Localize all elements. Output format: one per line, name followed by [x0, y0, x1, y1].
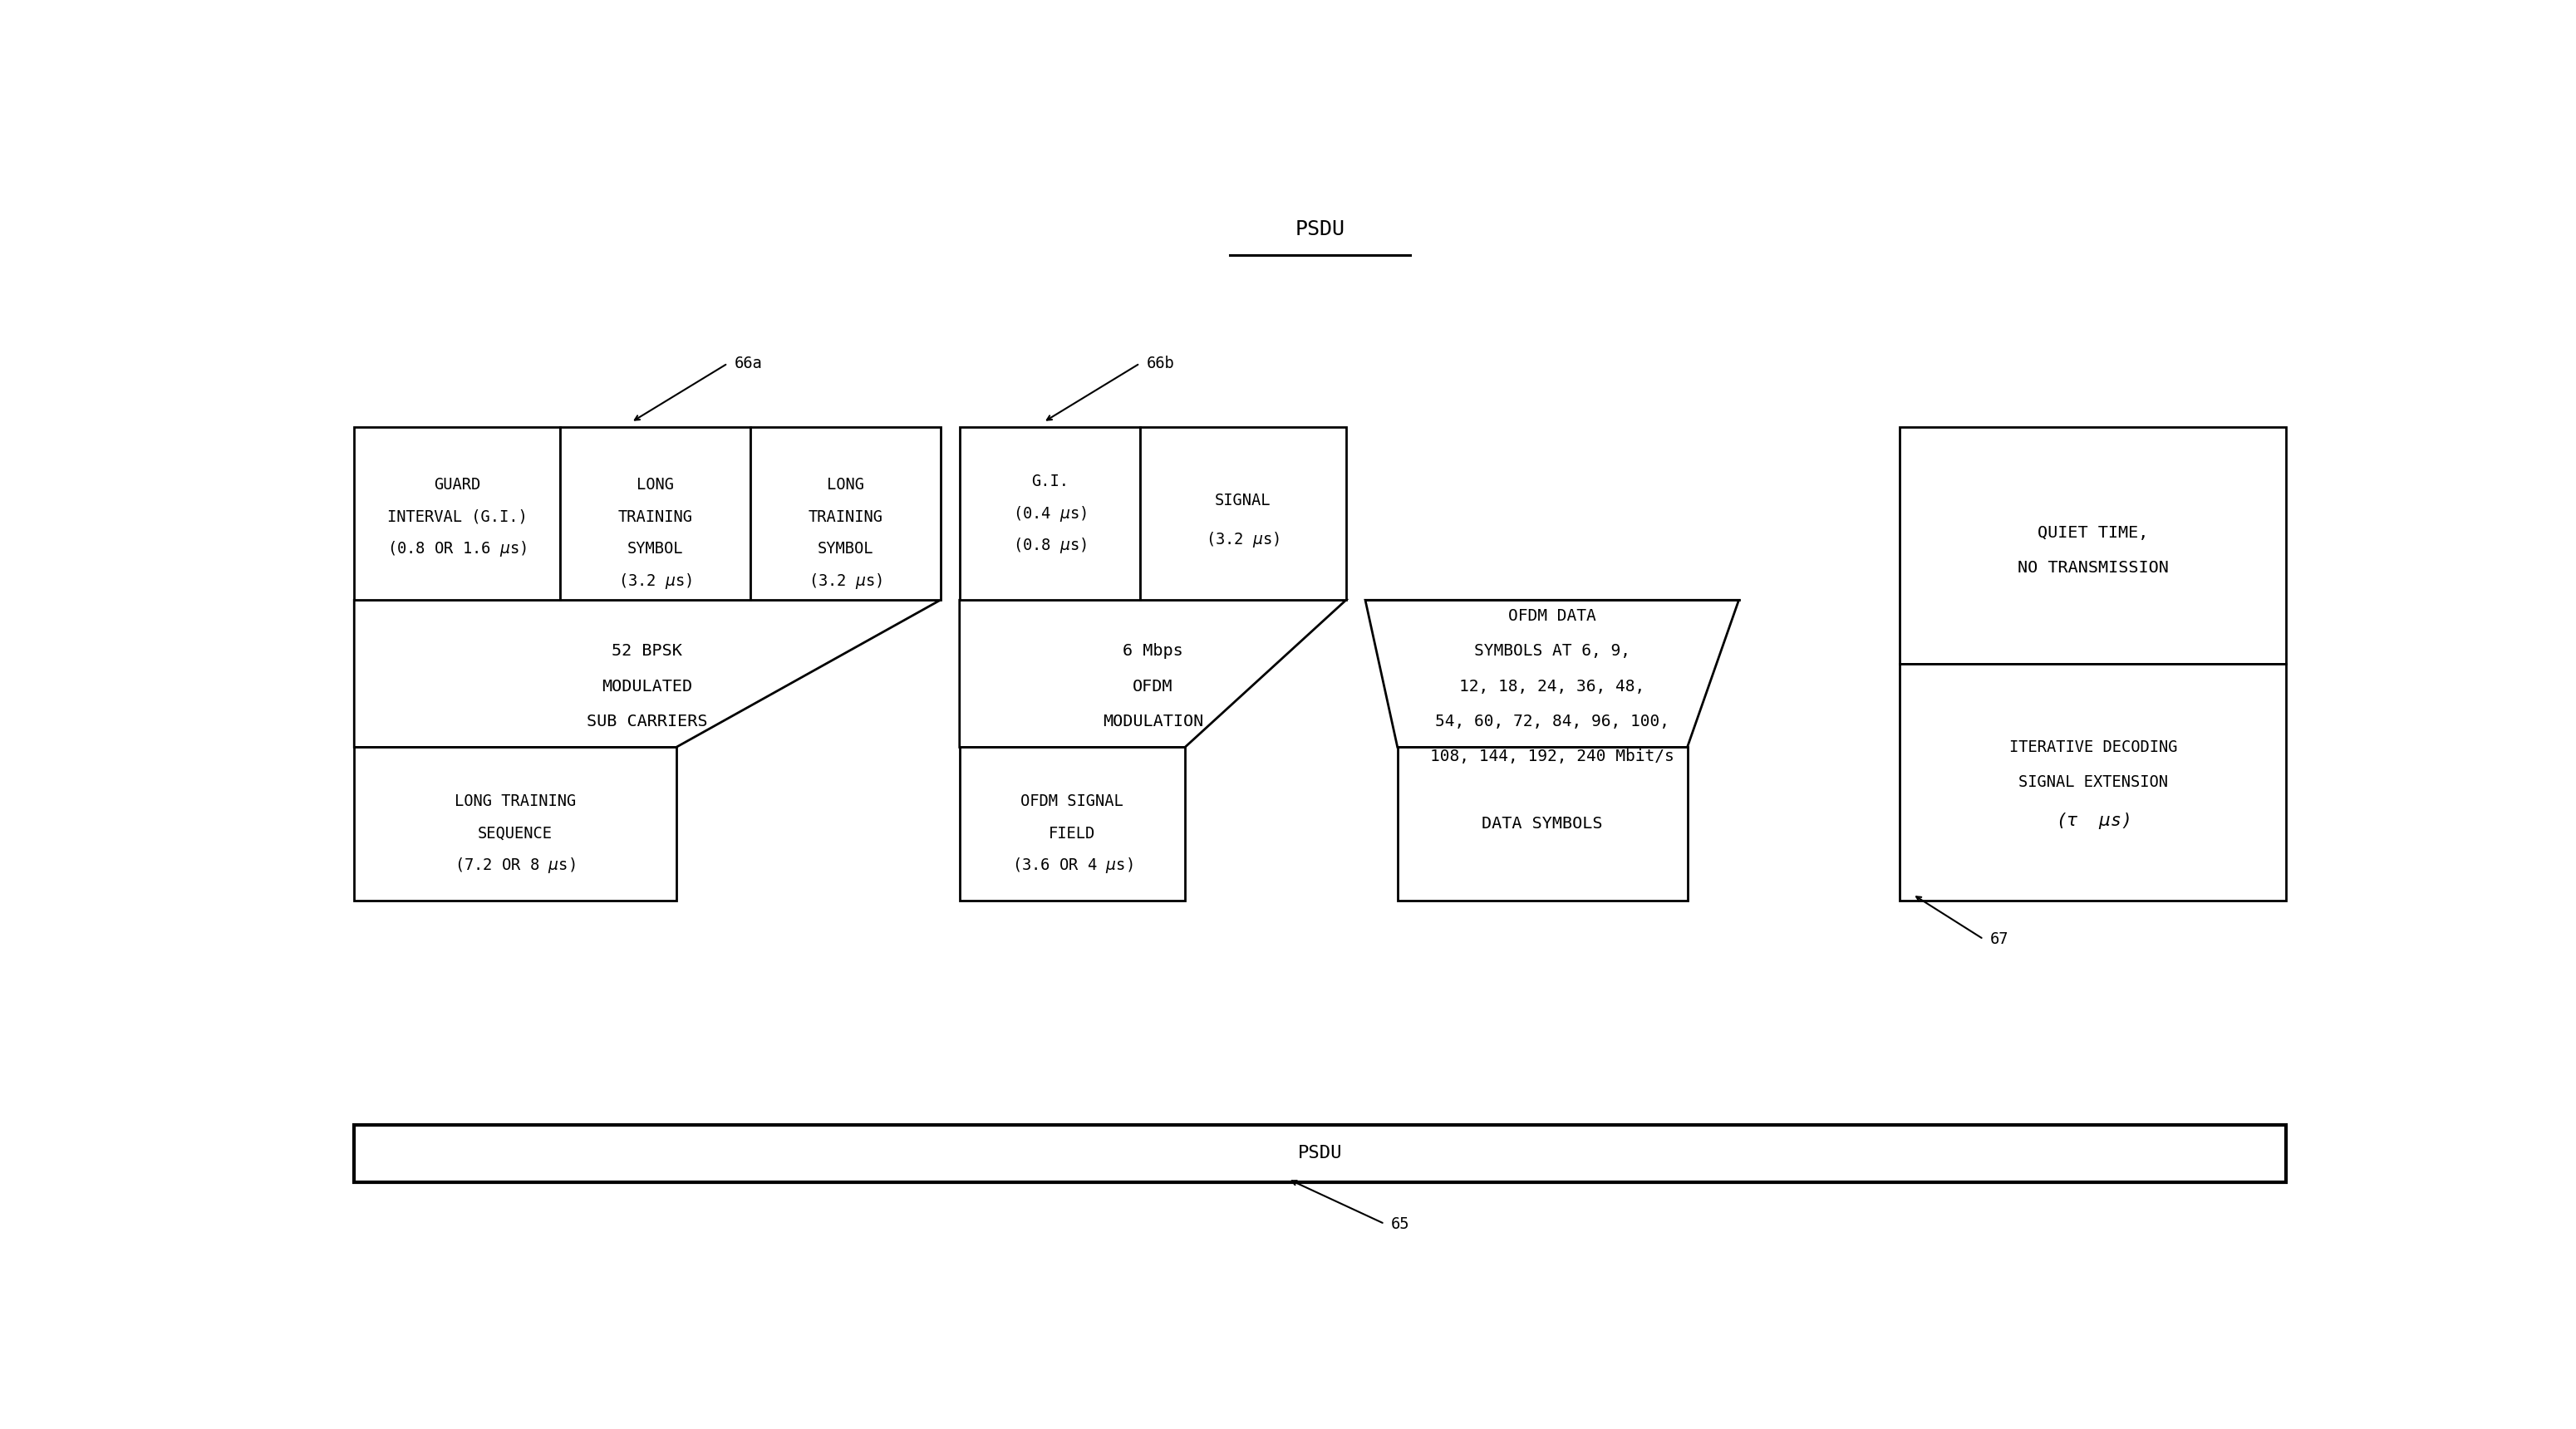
- Text: 65: 65: [1391, 1216, 1409, 1232]
- Text: ($\tau$  $\mu$s): ($\tau$ $\mu$s): [2056, 810, 2130, 830]
- Text: 67: 67: [1989, 932, 2009, 947]
- Bar: [355, 427, 562, 600]
- Text: 66a: 66a: [734, 356, 762, 372]
- Text: SUB CARRIERS: SUB CARRIERS: [587, 713, 708, 730]
- Bar: [1901, 664, 2287, 900]
- Bar: [1901, 427, 2287, 664]
- Text: (3.2 $\mu$s): (3.2 $\mu$s): [809, 572, 881, 590]
- Text: SIGNAL: SIGNAL: [1216, 493, 1270, 509]
- Bar: [958, 747, 1185, 900]
- Bar: [355, 747, 675, 900]
- Text: 66b: 66b: [1146, 356, 1175, 372]
- Bar: [355, 1125, 2287, 1182]
- Text: MODULATION: MODULATION: [1103, 713, 1203, 730]
- Text: 108, 144, 192, 240 Mbit/s: 108, 144, 192, 240 Mbit/s: [1430, 749, 1674, 765]
- Text: SYMBOLS AT 6, 9,: SYMBOLS AT 6, 9,: [1473, 643, 1631, 659]
- Text: LONG: LONG: [827, 477, 863, 493]
- Text: 12, 18, 24, 36, 48,: 12, 18, 24, 36, 48,: [1458, 679, 1646, 694]
- Text: MODULATED: MODULATED: [603, 679, 693, 694]
- Text: (3.6 OR 4 $\mu$s): (3.6 OR 4 $\mu$s): [1012, 856, 1133, 875]
- Text: (3.2 $\mu$s): (3.2 $\mu$s): [1206, 530, 1280, 549]
- Bar: [958, 427, 1139, 600]
- Bar: [1139, 427, 1345, 600]
- Text: (7.2 OR 8 $\mu$s): (7.2 OR 8 $\mu$s): [456, 856, 574, 875]
- Text: PSDU: PSDU: [1298, 1145, 1342, 1162]
- Text: QUIET TIME,: QUIET TIME,: [2038, 524, 2148, 540]
- Text: SIGNAL EXTENSION: SIGNAL EXTENSION: [2017, 775, 2169, 790]
- Text: INTERVAL (G.I.): INTERVAL (G.I.): [386, 509, 528, 524]
- Polygon shape: [355, 600, 940, 747]
- Bar: [750, 427, 940, 600]
- Text: LONG TRAINING: LONG TRAINING: [453, 793, 577, 809]
- Text: (0.4 $\mu$s): (0.4 $\mu$s): [1012, 504, 1087, 523]
- Text: TRAINING: TRAINING: [809, 509, 884, 524]
- Bar: [1396, 747, 1687, 900]
- Text: TRAINING: TRAINING: [618, 509, 693, 524]
- Text: OFDM SIGNAL: OFDM SIGNAL: [1020, 793, 1123, 809]
- Text: NO TRANSMISSION: NO TRANSMISSION: [2017, 560, 2169, 576]
- Text: (3.2 $\mu$s): (3.2 $\mu$s): [618, 572, 693, 590]
- Text: 54, 60, 72, 84, 96, 100,: 54, 60, 72, 84, 96, 100,: [1435, 713, 1669, 730]
- Polygon shape: [1365, 600, 1739, 747]
- Text: ITERATIVE DECODING: ITERATIVE DECODING: [2009, 739, 2177, 755]
- Text: GUARD: GUARD: [433, 477, 482, 493]
- Bar: [562, 427, 750, 600]
- Text: PSDU: PSDU: [1296, 219, 1345, 239]
- Text: SYMBOL: SYMBOL: [817, 542, 873, 557]
- Text: 6 Mbps: 6 Mbps: [1123, 643, 1182, 659]
- Text: OFDM DATA: OFDM DATA: [1507, 609, 1597, 624]
- Polygon shape: [958, 600, 1345, 747]
- Text: G.I.: G.I.: [1030, 474, 1069, 490]
- Text: FIELD: FIELD: [1048, 826, 1095, 842]
- Text: 52 BPSK: 52 BPSK: [613, 643, 683, 659]
- Text: SEQUENCE: SEQUENCE: [477, 826, 554, 842]
- Text: LONG: LONG: [636, 477, 675, 493]
- Text: SYMBOL: SYMBOL: [626, 542, 683, 557]
- Text: (0.8 OR 1.6 $\mu$s): (0.8 OR 1.6 $\mu$s): [386, 539, 528, 559]
- Text: (0.8 $\mu$s): (0.8 $\mu$s): [1012, 536, 1087, 556]
- Text: OFDM: OFDM: [1133, 679, 1172, 694]
- Text: DATA SYMBOLS: DATA SYMBOLS: [1481, 816, 1602, 832]
